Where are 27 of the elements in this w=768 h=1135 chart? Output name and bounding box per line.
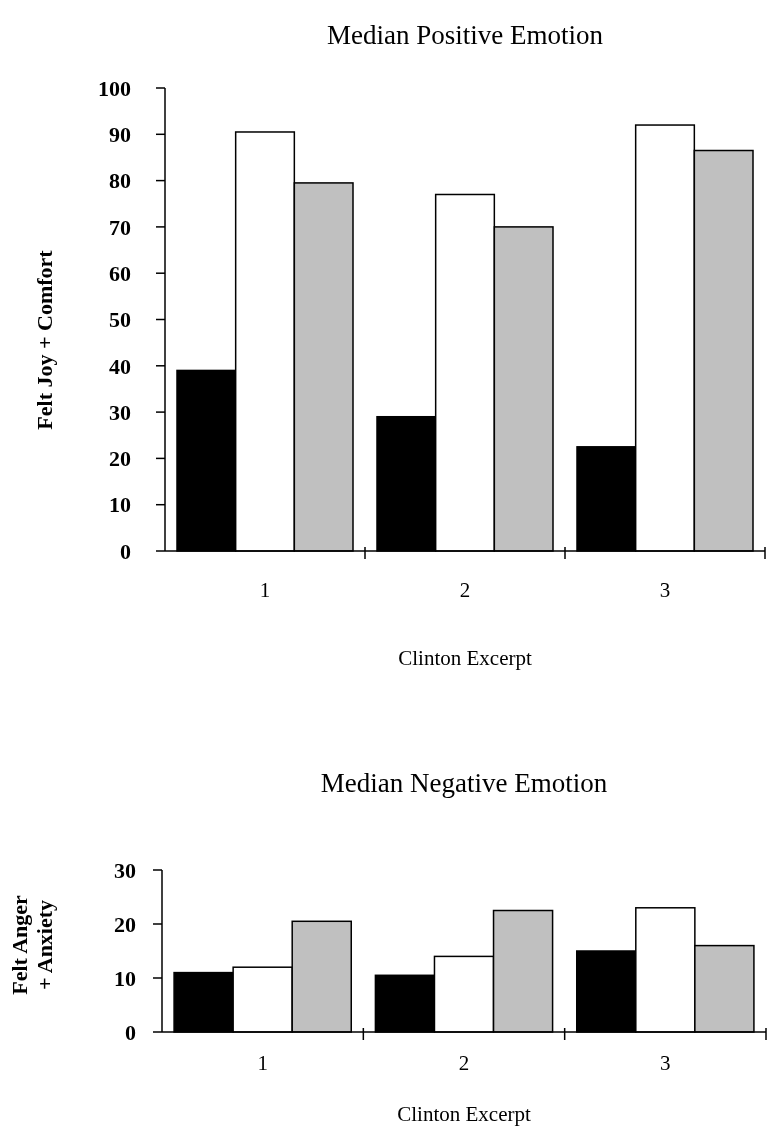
chart-title: Median Negative Emotion (320, 768, 608, 798)
y-tick-label: 20 (109, 446, 131, 472)
y-tick-label: 30 (109, 399, 131, 425)
y-tick-label: 0 (120, 538, 131, 564)
y-axis-title: Felt Joy + Comfort (32, 249, 57, 430)
y-tick-label: 10 (114, 965, 136, 991)
x-tick-label: 3 (660, 1051, 671, 1075)
x-tick-label: 2 (458, 1051, 470, 1075)
x-axis-title: Clinton Excerpt (397, 1102, 531, 1126)
y-tick-label: 80 (109, 168, 131, 194)
y-tick-label: 10 (109, 492, 131, 518)
y-tick-label: 60 (109, 260, 131, 286)
y-tick-label: 70 (109, 214, 131, 240)
y-tick-label: 90 (109, 122, 131, 147)
y-tick-label: 40 (109, 353, 131, 379)
x-axis-title: Clinton Excerpt (398, 646, 532, 670)
y-tick-label: 50 (109, 307, 131, 333)
y-axis-title: Felt Anger + Anxiety (7, 894, 58, 995)
x-tick-label: 1 (257, 1051, 268, 1075)
y-tick-label: 20 (114, 911, 136, 937)
x-tick-label: 1 (259, 578, 271, 602)
chart-title: Median Positive Emotion (327, 20, 604, 50)
y-tick-label: 30 (114, 857, 136, 883)
y-tick-label: 100 (98, 75, 131, 101)
x-tick-label: 3 (659, 578, 671, 602)
y-tick-label: 0 (125, 1019, 136, 1045)
x-tick-label: 2 (459, 578, 471, 602)
